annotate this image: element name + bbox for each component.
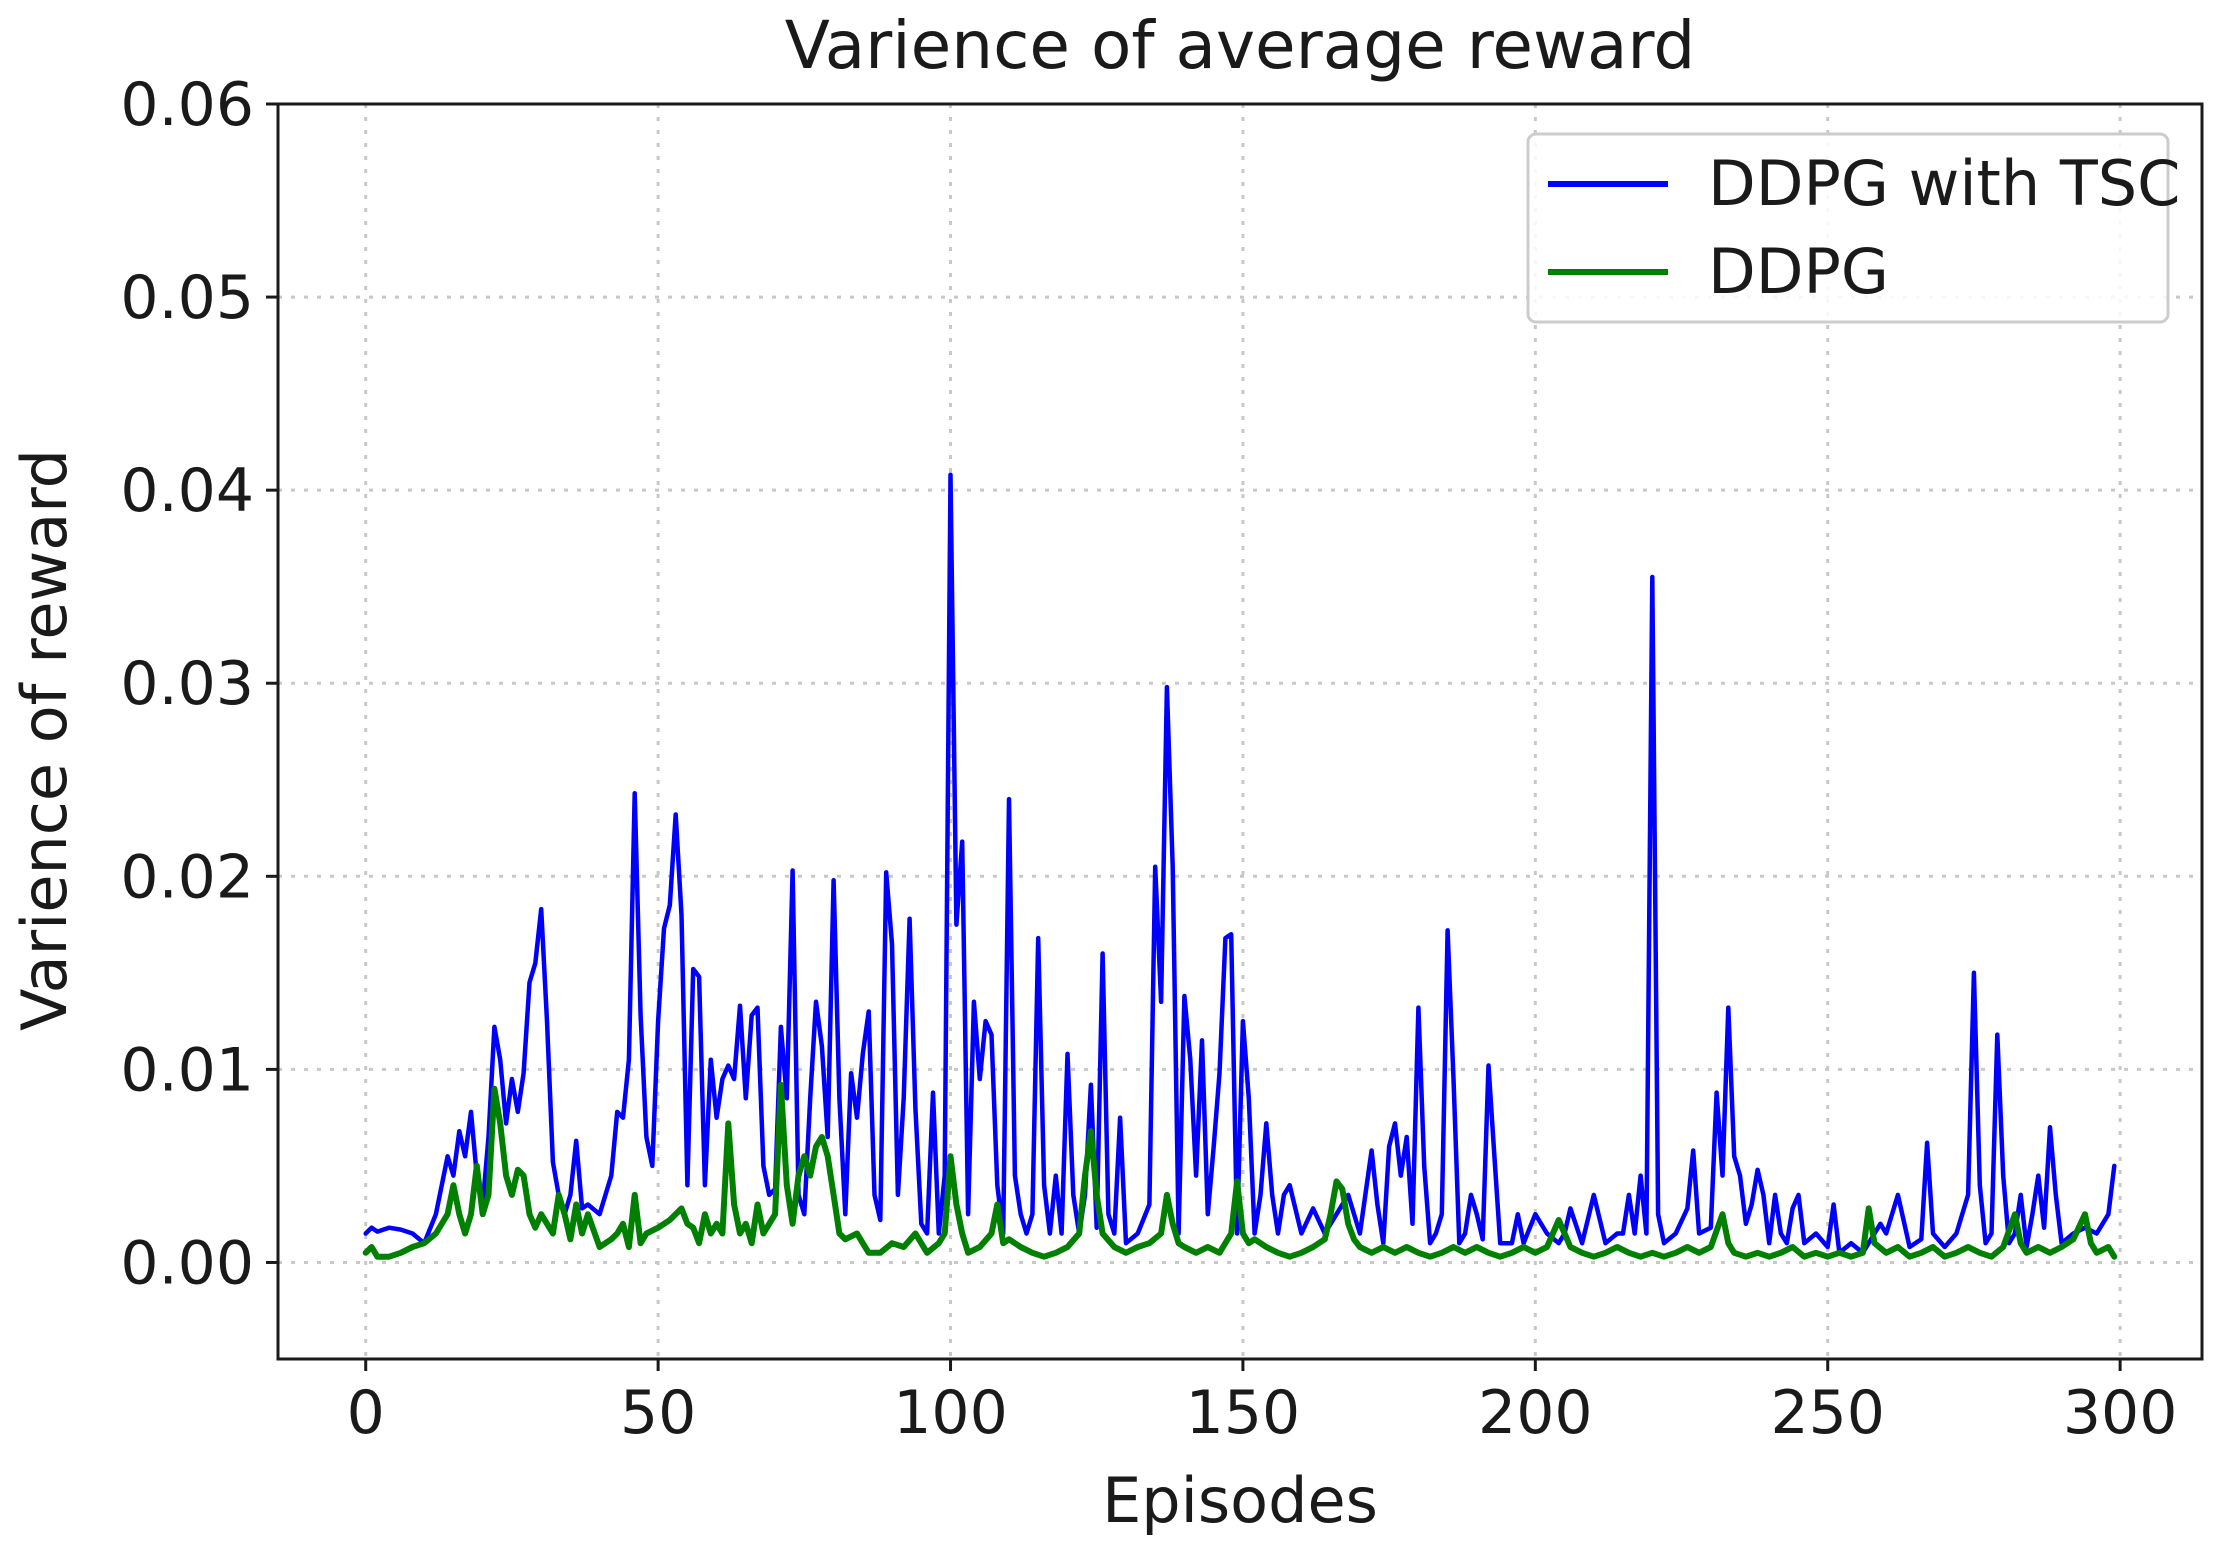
y-tick-label: 0.02 — [120, 842, 254, 912]
y-tick-label: 0.04 — [120, 456, 254, 526]
y-tick-label: 0.00 — [120, 1228, 254, 1298]
series-line-0 — [363, 472, 2117, 1256]
y-tick-label: 0.05 — [120, 263, 254, 333]
y-tick-label: 0.03 — [120, 649, 254, 719]
x-tick-label: 150 — [1186, 1378, 1301, 1448]
legend-label-1: DDPG — [1708, 235, 1889, 308]
x-tick-label: 200 — [1478, 1378, 1593, 1448]
axis-ticks: 0 50 100 150 200 250 300 0.00 0.01 0.02 0.03 0.04 0.… — [120, 70, 2177, 1448]
x-tick-label: 250 — [1770, 1378, 1885, 1448]
x-axis-label: Episodes — [1102, 1464, 1378, 1537]
series-lines — [362, 472, 2118, 1260]
plot-area-frame — [276, 102, 2204, 1361]
legend-label-0: DDPG with TSC — [1708, 147, 2180, 220]
y-tick-label: 0.06 — [120, 70, 254, 140]
legend-box — [1526, 132, 2170, 324]
y-axis-label: Varience of reward — [8, 449, 81, 1031]
x-tick-label: 300 — [2063, 1378, 2178, 1448]
series-line-1 — [362, 1081, 2118, 1260]
chart-title: Varience of average reward — [785, 7, 1696, 84]
x-tick-label: 50 — [620, 1378, 696, 1448]
legend: DDPG with TSC DDPG — [1526, 132, 2180, 324]
x-tick-label: 0 — [347, 1378, 385, 1448]
y-tick-label: 0.01 — [120, 1035, 254, 1105]
x-tick-label: 100 — [893, 1378, 1008, 1448]
